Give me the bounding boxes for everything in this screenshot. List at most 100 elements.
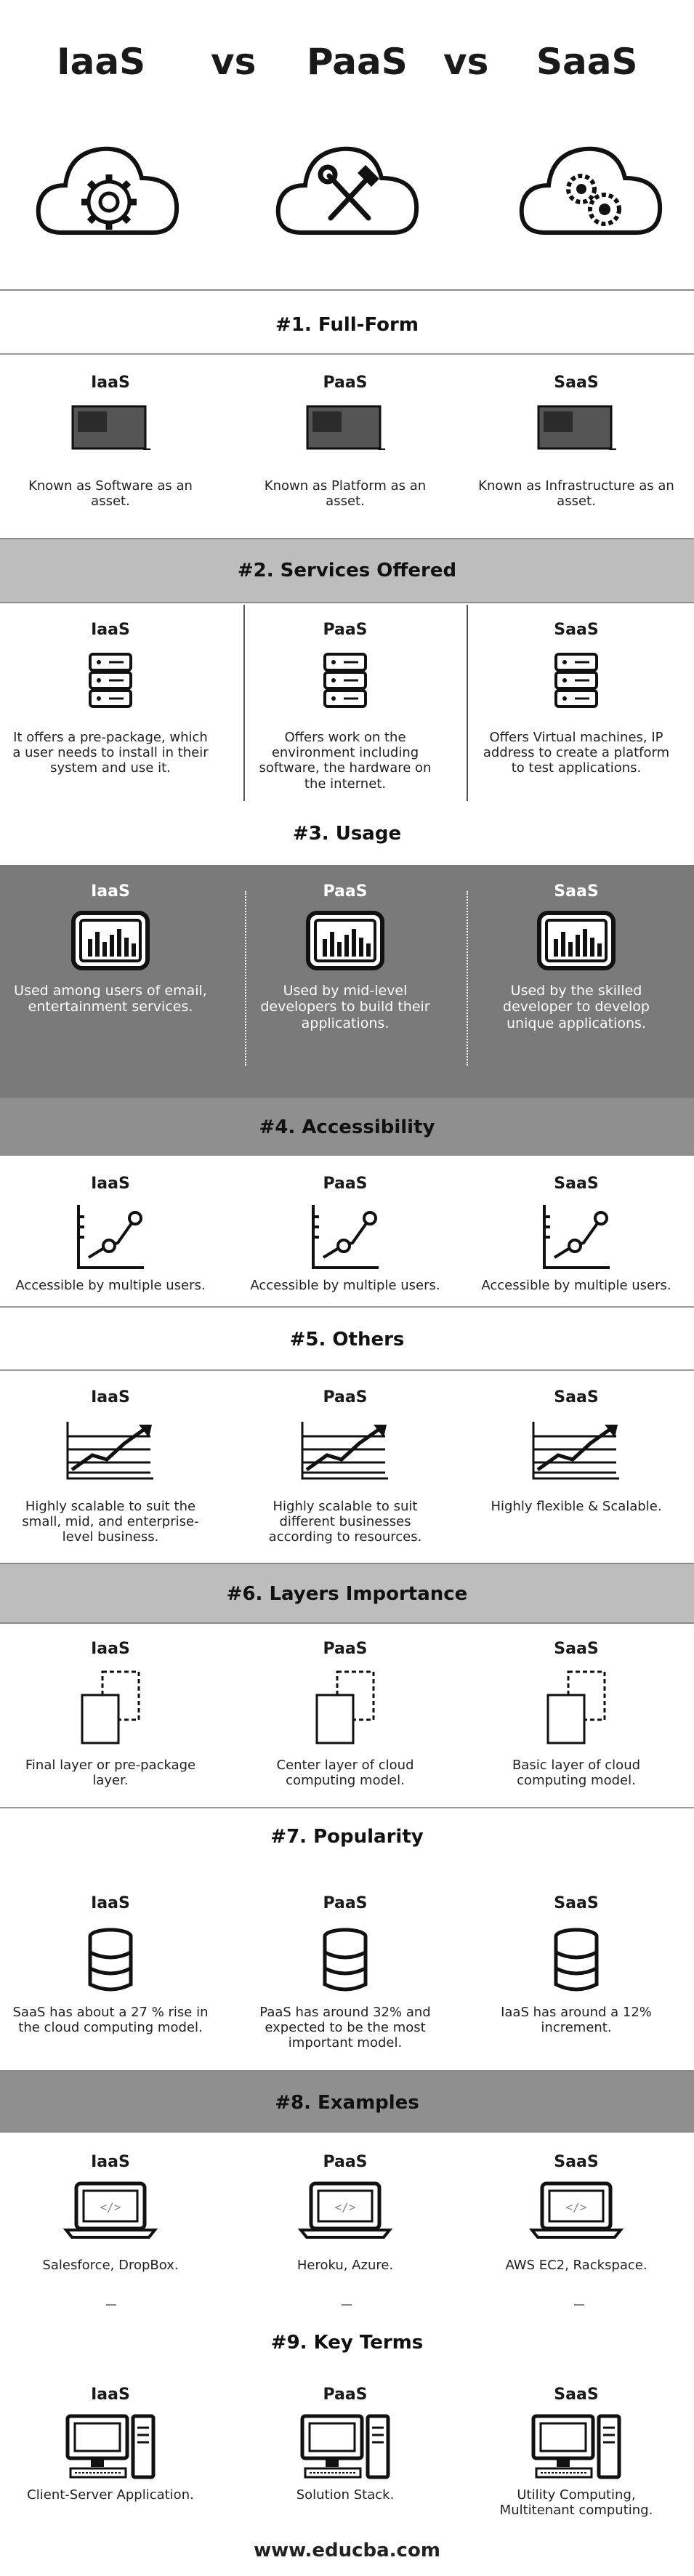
growth-chart-icon [532,1422,619,1480]
col-label: IaaS [91,1894,130,1912]
col-label: PaaS [323,621,368,639]
database-icon [88,1928,133,1992]
section-2: IaaS It offers a pre-package, which a us… [0,605,694,802]
col-desc: Highly scalable to suit the small, mid, … [22,1499,199,1545]
col-desc: AWS EC2, Rackspace. [505,2258,647,2273]
section-1-title: #1. Full-Form [275,314,419,336]
col-desc: Highly scalable to suit different busine… [268,1499,422,1545]
col-desc: Center layer of cloud computing model. [276,1758,414,1789]
col-label: PaaS [323,2153,368,2171]
section-8: IaaS </> Salesforce, DropBox. PaaS </> H… [0,2134,694,2301]
section-2-title-band: #2. Services Offered [0,538,694,603]
col-desc: IaaS has around a 12% increment. [501,2005,652,2036]
bar-chart-icon [537,911,616,970]
column-divider [243,605,245,801]
col-label: IaaS [91,1175,130,1193]
gears-cloud-icon [519,146,663,235]
section-8-title-band: #8. Examples [0,2070,694,2133]
section-9: IaaS Client-Server Application. PaaS Sol… [0,2371,694,2532]
col-desc: Heroku, Azure. [296,2258,394,2273]
col-desc: Used by the skilled developer to develop… [503,983,650,1031]
col-label: IaaS [91,1640,130,1658]
growth-chart-icon [301,1422,388,1480]
database-icon [554,1928,599,1992]
col-desc: Used among users of email, entertainment… [14,983,207,1015]
hero-header: IaaS vs PaaS vs SaaS [0,0,694,291]
monitor-icon [71,405,150,450]
col-desc: PaaS has around 32% and expected to be t… [259,2005,431,2051]
col-label: IaaS [91,2153,130,2171]
layers-icon [546,1670,606,1744]
section-5: IaaS Highly scalable to suit the small, … [0,1372,694,1563]
section-8-title: #8. Examples [275,2092,419,2114]
laptop-icon: </> [63,2181,158,2239]
col-label: PaaS [323,1175,368,1193]
col-desc: SaaS has about a 27 % rise in the cloud … [12,2005,209,2036]
section-2-title: #2. Services Offered [237,560,457,581]
section-4: IaaS Accessible by multiple users. PaaS … [0,1157,694,1303]
col-desc: Solution Stack. [296,2487,395,2503]
divider-dash [342,2304,352,2306]
col-desc: Client-Server Application. [27,2487,194,2503]
server-icon [323,653,367,708]
layers-icon [315,1670,375,1744]
col-label: PaaS [323,1640,368,1658]
col-label: PaaS [323,882,368,901]
monitor-icon [537,405,616,450]
section-6-title-band: #6. Layers Importance [0,1563,694,1624]
server-icon [89,653,132,708]
col-desc: It offers a pre-package, which a user ne… [12,730,209,776]
section-1: IaaS Known as Software as an asset. PaaS… [0,356,694,534]
col-label: SaaS [554,621,599,639]
col-label: SaaS [554,2386,599,2404]
divider-dash [574,2304,584,2306]
gear-cloud-icon [36,146,179,235]
col-label: IaaS [91,882,130,901]
section-6: IaaS Final layer or pre-package layer. P… [0,1625,694,1807]
col-desc: Known as Platform as an asset. [264,478,427,510]
section-7-divider-top [0,1807,694,1808]
col-desc: Known as Infrastructure as an asset. [478,478,674,510]
section-5-title: #5. Others [289,1329,405,1351]
desktop-tower-icon [531,2414,621,2479]
section-9-title: #9. Key Terms [270,2332,424,2354]
section-7: IaaS SaaS has about a 27 % rise in the c… [0,1868,694,2072]
section-1-divider [0,353,694,355]
column-divider [245,891,246,1066]
footer-site-link[interactable]: www.educba.com [254,2540,440,2561]
hero-word-saas: SaaS [536,41,638,83]
section-4-title: #4. Accessibility [259,1116,435,1138]
laptop-icon: </> [298,2181,392,2239]
section-5-divider-top [0,1306,694,1308]
col-label: SaaS [554,374,599,392]
svg-text:</>: </> [335,2200,356,2214]
section-3: IaaS Used among users of email, entertai… [0,865,694,1098]
col-label: SaaS [554,1388,599,1406]
hero-word-vs-1: vs [211,41,257,83]
col-label: IaaS [91,621,130,639]
server-icon [554,653,598,708]
svg-text:</>: </> [100,2200,121,2214]
section-3-title: #3. Usage [292,823,402,845]
hero-word-vs-2: vs [443,41,489,83]
hero-word-iaas: IaaS [57,41,146,83]
col-label: IaaS [91,2386,130,2404]
section-7-title: #7. Popularity [270,1826,424,1848]
layers-icon [81,1670,140,1744]
col-desc: Utility Computing, Multitenant computing… [499,2487,653,2519]
col-desc: Accessible by multiple users. [481,1278,671,1293]
growth-chart-icon [66,1422,153,1480]
col-desc: Offers Virtual machines, IP address to c… [483,730,670,776]
bar-chart-icon [71,911,150,970]
laptop-icon: </> [529,2181,624,2239]
desktop-tower-icon [65,2414,156,2479]
col-label: PaaS [323,1894,368,1912]
col-desc: Salesforce, DropBox. [42,2258,179,2273]
col-desc: Basic layer of cloud computing model. [512,1758,641,1789]
col-desc: Offers work on the environment including… [259,730,432,792]
col-desc: Final layer or pre-package layer. [25,1758,196,1789]
line-graph-icon [312,1205,379,1269]
section-4-title-band: #4. Accessibility [0,1098,694,1156]
col-label: SaaS [554,2153,599,2171]
column-divider [467,605,468,801]
